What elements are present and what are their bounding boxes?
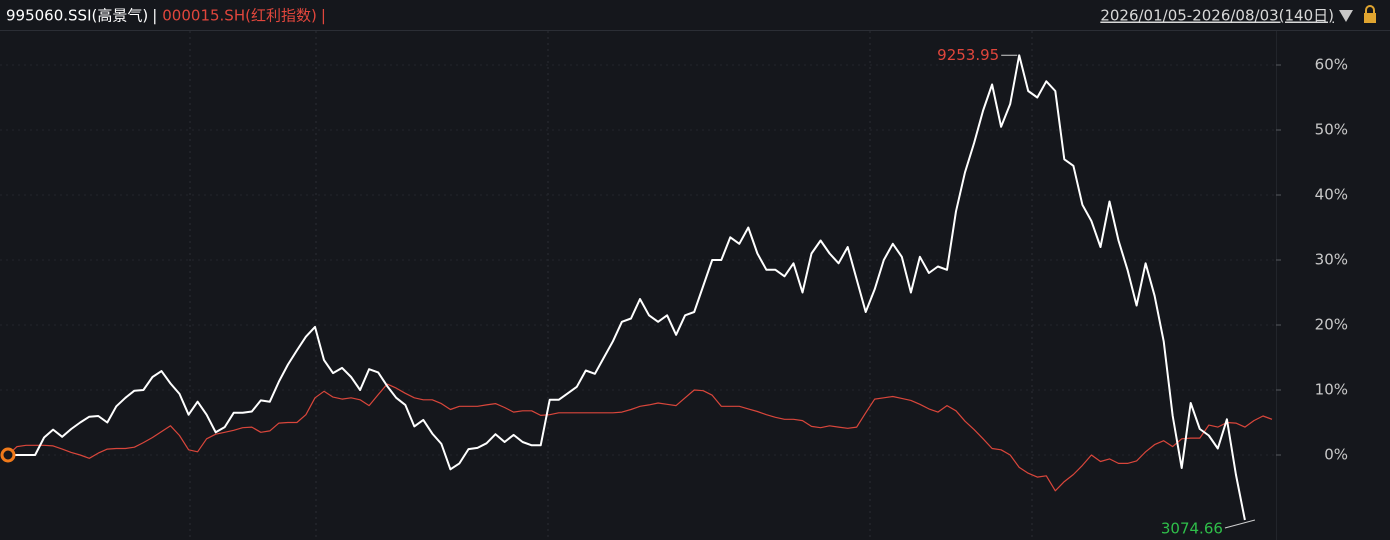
lock-shackle	[1365, 5, 1375, 13]
vertical-grid	[189, 31, 1033, 540]
y-tick-label: 40%	[1315, 186, 1348, 204]
y-tick-label: 60%	[1315, 56, 1348, 74]
annotation-arrow	[1224, 519, 1256, 529]
date-range[interactable]: 2026/01/05-2026/08/03(140日)	[1100, 7, 1334, 25]
y-tick-label: 10%	[1315, 381, 1348, 399]
y-tick-label: 20%	[1315, 316, 1348, 334]
y-tick-label: 30%	[1315, 251, 1348, 269]
y-tick-label: 50%	[1315, 121, 1348, 139]
y-tick-label: 0%	[1324, 446, 1348, 464]
series-line	[7, 383, 1273, 492]
legend-separator: |	[152, 7, 157, 25]
annotation: 3074.66	[1161, 520, 1223, 538]
legend-entry[interactable]: 000015.SH(红利指数)	[162, 7, 317, 25]
annotation: 9253.95	[937, 46, 999, 64]
series-line	[8, 54, 1246, 521]
start-marker	[0, 447, 16, 463]
legend-separator: |	[321, 7, 326, 25]
dropdown-arrow[interactable]	[1339, 10, 1353, 22]
legend-entry[interactable]: 995060.SSI(高景气)	[6, 7, 148, 25]
lock-icon[interactable]	[1364, 5, 1376, 23]
lock-body	[1364, 13, 1376, 23]
